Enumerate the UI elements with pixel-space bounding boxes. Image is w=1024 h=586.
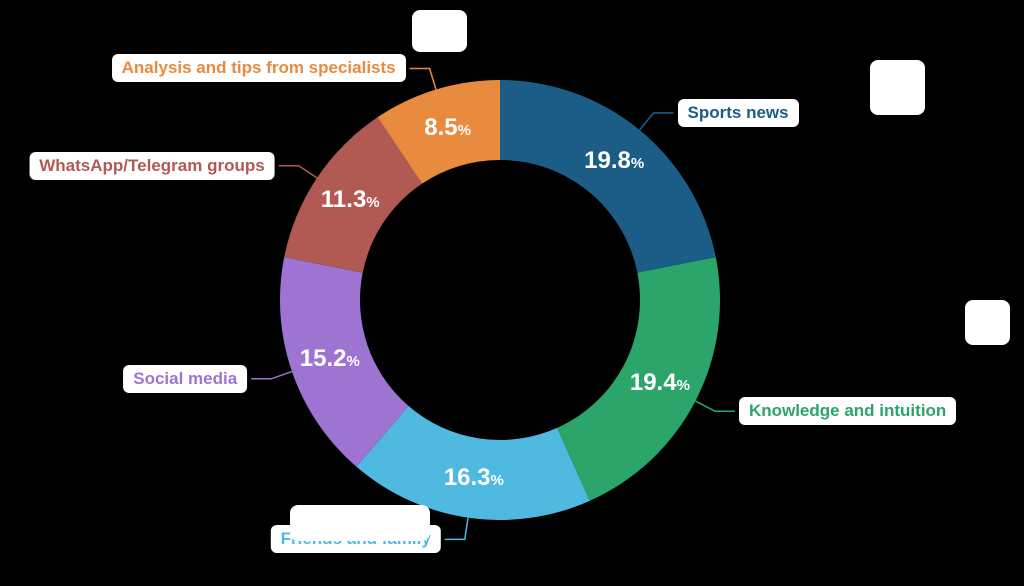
slice-value-2: 16.3% xyxy=(444,464,504,492)
slice-value-0: 19.8% xyxy=(584,147,644,175)
slice-value-number: 16.3 xyxy=(444,464,491,491)
slice-value-1: 19.4% xyxy=(630,369,690,397)
leader-line-2 xyxy=(445,518,468,540)
leader-line-5 xyxy=(410,69,436,90)
leader-line-3 xyxy=(251,372,292,379)
slice-label-5: Analysis and tips from specialists xyxy=(112,54,406,82)
slice-value-number: 8.5 xyxy=(424,114,457,141)
donut-chart: 19.8% Sports news 19.4% Knowledge and intui… xyxy=(0,0,1024,586)
decorative-box-1 xyxy=(870,60,925,115)
slice-value-number: 15.2 xyxy=(300,345,347,372)
slice-value-number: 19.8 xyxy=(584,147,631,174)
leader-line-4 xyxy=(279,166,317,178)
percent-sign: % xyxy=(458,122,471,139)
slice-label-4: WhatsApp/Telegram groups xyxy=(29,152,274,180)
slice-value-3: 15.2% xyxy=(300,345,360,373)
decorative-box-0 xyxy=(412,10,467,52)
percent-sign: % xyxy=(346,353,359,370)
percent-sign: % xyxy=(631,155,644,172)
slice-label-1: Knowledge and intuition xyxy=(739,397,956,425)
leader-line-0 xyxy=(640,113,674,130)
decorative-box-3 xyxy=(290,505,430,541)
percent-sign: % xyxy=(491,472,504,489)
slice-value-5: 8.5% xyxy=(424,114,471,142)
leader-line-1 xyxy=(695,401,735,411)
percent-sign: % xyxy=(366,194,379,211)
percent-sign: % xyxy=(677,377,690,394)
slice-label-3: Social media xyxy=(123,365,247,393)
slice-value-number: 19.4 xyxy=(630,369,677,396)
slice-label-0: Sports news xyxy=(678,99,799,127)
decorative-box-2 xyxy=(965,300,1010,345)
slice-value-number: 11.3 xyxy=(321,186,366,213)
slice-value-4: 11.3% xyxy=(321,186,380,214)
